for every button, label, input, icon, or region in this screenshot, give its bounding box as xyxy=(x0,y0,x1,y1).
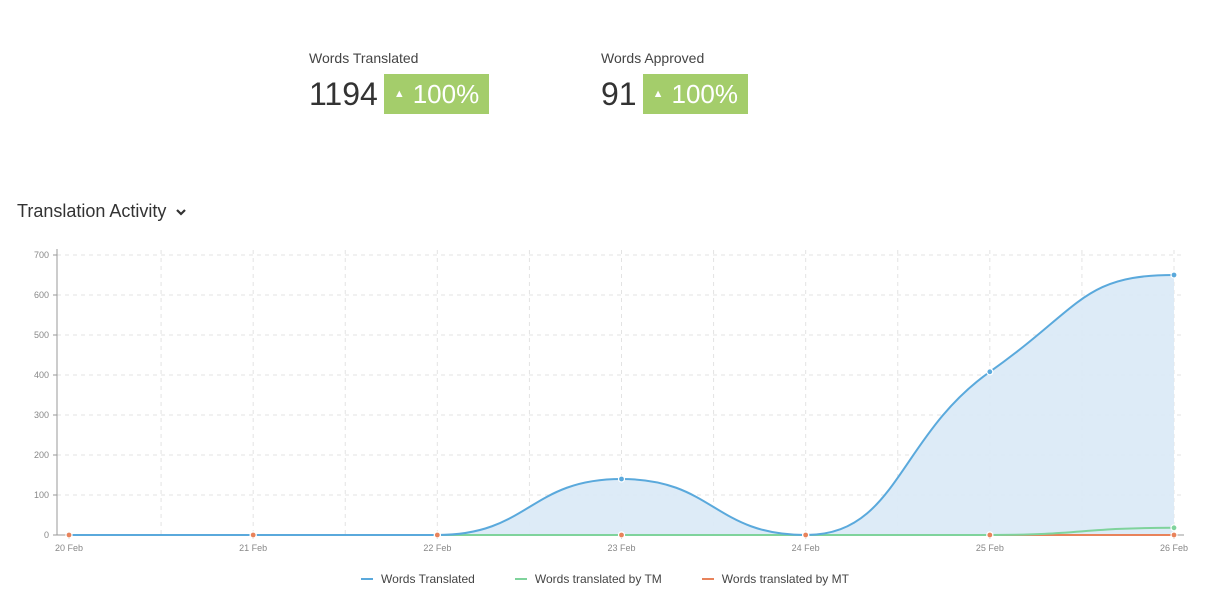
data-point xyxy=(1170,531,1178,539)
translation-activity-chart: 0 100 200 300 400 500 600 700 20 Feb 21 Feb 22 Feb… xyxy=(34,249,1188,553)
stat-label: Words Translated xyxy=(309,50,419,66)
legend-item[interactable]: Words translated by TM xyxy=(514,572,662,586)
legend-item[interactable]: Words Translated xyxy=(361,572,475,586)
legend-label: Words translated by TM xyxy=(534,572,662,586)
legend-label: Words Translated xyxy=(381,572,475,586)
y-tick-label: 600 xyxy=(34,290,49,300)
legend-swatch xyxy=(701,578,714,580)
change-badge: ▲ 100% xyxy=(383,74,490,114)
change-value: 100% xyxy=(412,79,480,109)
data-point xyxy=(617,531,626,539)
x-tick-label: 22 Feb xyxy=(423,543,451,553)
section-title: Translation Activity xyxy=(17,201,167,221)
data-point xyxy=(986,368,994,376)
up-triangle-icon: ▲ xyxy=(393,88,405,100)
data-point xyxy=(617,475,626,483)
change-value: 100% xyxy=(671,79,738,109)
change-badge: ▲ 100% xyxy=(642,74,748,114)
y-tick-label: 300 xyxy=(34,410,49,420)
x-tick-label: 23 Feb xyxy=(607,543,635,553)
y-tick-label: 200 xyxy=(34,450,49,460)
stat-value: 91 xyxy=(601,76,637,112)
y-tick-label: 100 xyxy=(34,490,49,500)
y-tick-label: 500 xyxy=(34,330,49,340)
x-tick-label: 21 Feb xyxy=(239,543,267,553)
legend-swatch xyxy=(514,578,527,580)
chevron-down-icon xyxy=(176,208,187,216)
x-tick-label: 20 Feb xyxy=(55,543,83,553)
data-point xyxy=(65,531,73,539)
y-tick-label: 400 xyxy=(34,370,49,380)
legend-label: Words translated by MT xyxy=(721,572,849,586)
stat-value: 1194 xyxy=(309,76,378,112)
legend-swatch xyxy=(361,578,374,580)
chart-legend: Words Translated Words translated by TM Wo… xyxy=(0,572,1210,586)
translation-activity-dropdown[interactable]: Translation Activity xyxy=(17,201,187,222)
x-tick-label: 26 Feb xyxy=(1160,543,1188,553)
x-tick-label: 24 Feb xyxy=(792,543,820,553)
stat-label: Words Approved xyxy=(601,50,705,66)
legend-item[interactable]: Words translated by MT xyxy=(701,572,849,586)
data-point xyxy=(1170,271,1178,279)
x-tick-label: 25 Feb xyxy=(976,543,1004,553)
up-triangle-icon: ▲ xyxy=(652,88,664,100)
y-tick-label: 700 xyxy=(34,250,49,260)
data-point xyxy=(433,531,441,539)
stat-words-translated: Words Translated 1194 ▲ 100% xyxy=(309,50,490,114)
data-point xyxy=(249,531,257,539)
data-point xyxy=(1170,524,1178,532)
data-point xyxy=(986,531,994,539)
data-point xyxy=(802,531,810,539)
y-tick-label: 0 xyxy=(44,530,49,540)
stat-words-approved: Words Approved 91 ▲ 100% xyxy=(601,50,748,114)
